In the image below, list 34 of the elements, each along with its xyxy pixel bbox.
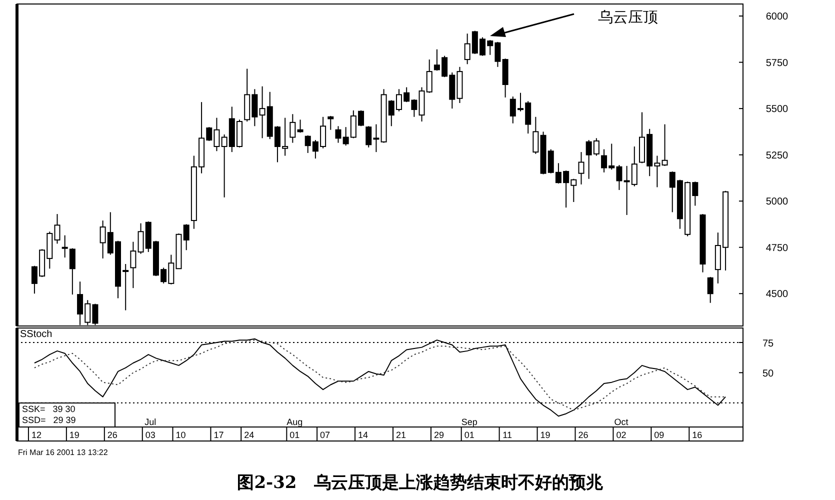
y-tick-label: 6000: [766, 12, 789, 23]
x-tick-label: 19: [69, 430, 80, 440]
y-tick-label: 5750: [766, 58, 789, 69]
y-tick-label: 50: [762, 368, 774, 380]
x-tick-label: 07: [320, 430, 330, 440]
x-tick-label: 09: [654, 430, 664, 440]
x-tick-label: 24: [244, 430, 254, 440]
y-tick-label: 5000: [766, 196, 789, 208]
annotation: SSK= 39 30: [22, 404, 76, 414]
caption: 图2-32 乌云压顶是上涨趋势结束时不好的预兆: [237, 473, 604, 493]
x-tick-label: 11: [502, 430, 512, 440]
x-tick-label: 12: [31, 430, 42, 440]
x-tick-label: 26: [107, 430, 118, 440]
x-tick-label: Jul 03: [144, 417, 156, 440]
x-tick-label: 17: [214, 430, 224, 440]
x-tick-label: 10: [176, 430, 186, 440]
x-tick-label: 16: [692, 430, 702, 440]
x-tick-label: 21: [396, 430, 406, 440]
chart-title: SStoch: [20, 329, 52, 340]
y-tick-label: 5500: [766, 104, 789, 116]
x-tick-label: 19: [540, 430, 550, 440]
annotation: 乌云压顶: [598, 8, 658, 26]
x-tick-label: Sep 01: [461, 417, 478, 440]
x-tick-label: 26: [578, 430, 588, 440]
y-tick-label: 4750: [766, 242, 789, 254]
y-tick-label: 4500: [766, 289, 789, 300]
x-tick-label: Aug 01: [286, 417, 303, 440]
y-tick-label: 75: [762, 338, 774, 350]
x-tick-label: Oct 02: [614, 417, 629, 440]
text: Fri Mar 16 2001 13 13:22: [18, 448, 108, 457]
annotation: SSD= 29 39: [22, 415, 76, 425]
x-tick-label: 29: [434, 430, 444, 440]
x-tick-label: 14: [358, 430, 368, 440]
y-tick-label: 5250: [766, 150, 789, 162]
